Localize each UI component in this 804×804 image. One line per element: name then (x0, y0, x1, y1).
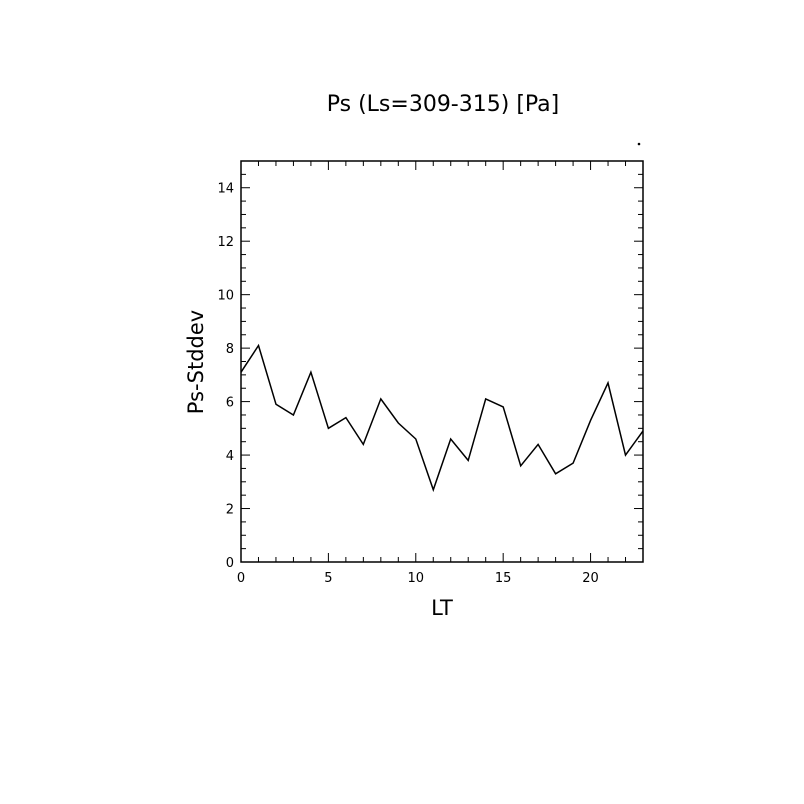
y-tick-label: 14 (217, 182, 234, 197)
x-tick-label: 5 (324, 571, 332, 586)
x-tick-label: 0 (237, 571, 245, 586)
chart-title: Ps (Ls=309-315) [Pa] (327, 92, 560, 117)
x-axis-label: LT (431, 596, 453, 620)
x-tick-label: 15 (495, 571, 512, 586)
plot-frame (240, 160, 644, 563)
y-axis-label: Ps-Stddev (184, 310, 208, 414)
y-tick-label: 0 (226, 556, 234, 571)
y-tick-label: 2 (226, 503, 234, 518)
axis-ticks (240, 160, 644, 563)
y-tick-label: 12 (217, 235, 234, 250)
axis-tick-labels: 0 5 10 15 20 0 2 4 6 8 10 12 14 (217, 182, 598, 586)
y-tick-label: 10 (217, 289, 234, 304)
y-tick-label: 6 (226, 396, 234, 411)
x-tick-label: 20 (582, 571, 599, 586)
x-tick-label: 10 (408, 571, 425, 586)
y-tick-label: 8 (226, 342, 234, 357)
series-line (240, 343, 644, 493)
y-tick-label: 4 (226, 449, 234, 464)
corner-dot (637, 142, 641, 146)
